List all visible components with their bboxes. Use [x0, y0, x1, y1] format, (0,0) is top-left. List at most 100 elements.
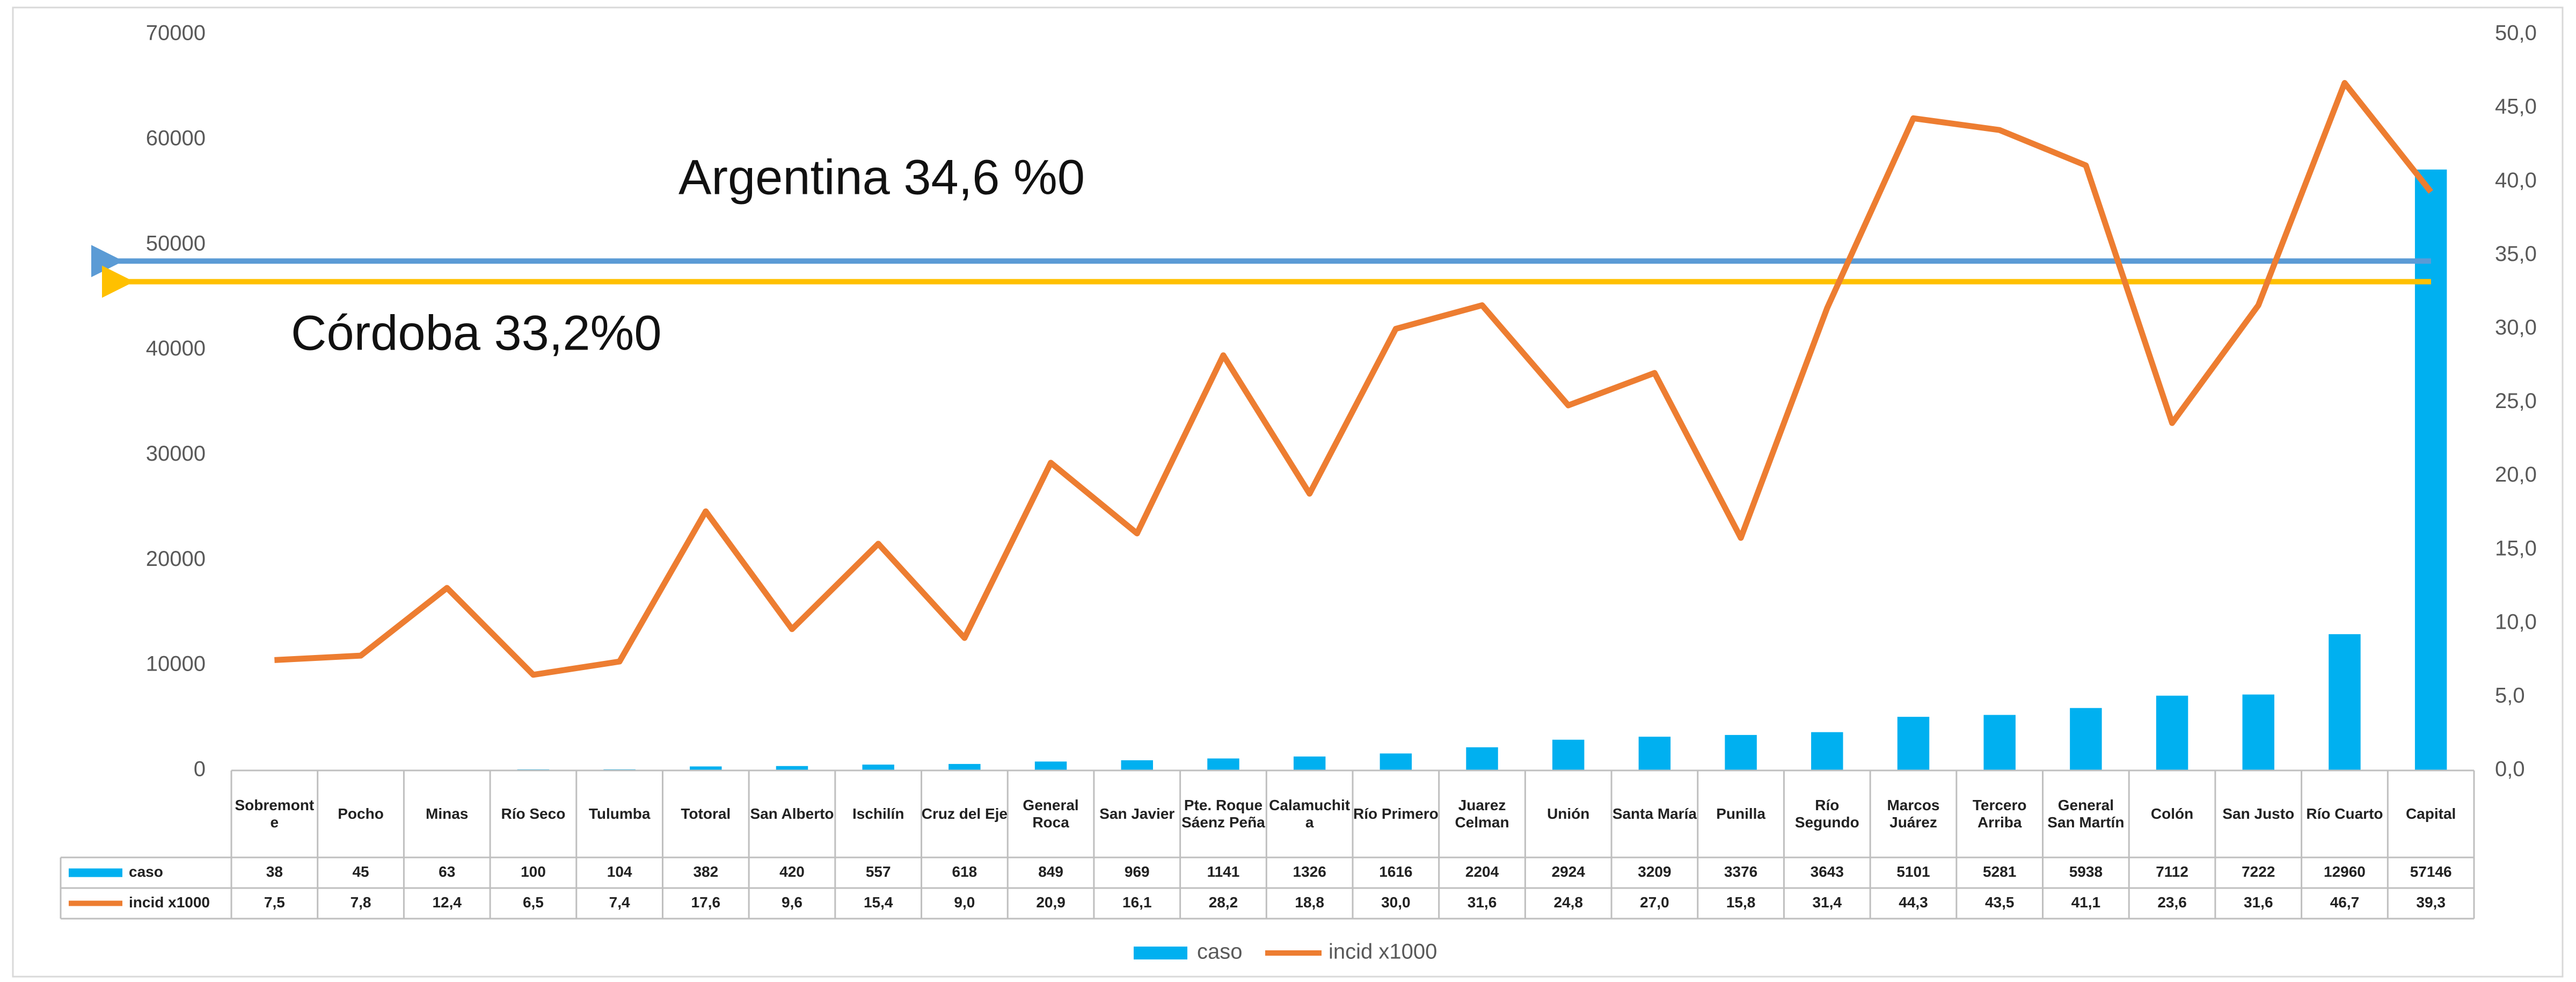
bar [1207, 758, 1239, 770]
category-cell: Río Segundo [1794, 796, 1859, 831]
category-cell: Ischilín [852, 805, 904, 822]
category-label: Unión [1547, 805, 1590, 822]
category-cell: General San Martín [2047, 796, 2125, 831]
category-label: Tulumba [588, 805, 651, 822]
category-label: Pte. Roque Sáenz Peña [1181, 796, 1265, 831]
category-cell: Juarez Celman [1455, 796, 1509, 831]
table-value: 38 [266, 863, 283, 880]
category-label: Río Cuarto [2306, 805, 2383, 822]
table-value: 2924 [1552, 863, 1586, 880]
category-label: Sobremonte [235, 796, 315, 831]
y2-tick-label: 20,0 [2495, 463, 2537, 486]
category-cell: Río Cuarto [2306, 805, 2383, 822]
category-label: Río Primero [1353, 805, 1439, 822]
table-value: 18,8 [1295, 894, 1324, 911]
category-label: Colón [2150, 805, 2194, 822]
table-value: 7222 [2242, 863, 2275, 880]
category-label: General San Martín [2047, 796, 2125, 831]
table-value: 45 [352, 863, 369, 880]
table-value: 23,6 [2157, 894, 2187, 911]
annotation: Argentina 34,6 %0 [678, 150, 1085, 205]
category-label: Totoral [681, 805, 731, 822]
bar [690, 766, 722, 770]
category-cell: Minas [426, 805, 468, 822]
y2-tick-label: 10,0 [2495, 610, 2537, 634]
table-value: 420 [779, 863, 805, 880]
category-label: Punilla [1716, 805, 1765, 822]
y2-tick-label: 25,0 [2495, 389, 2537, 413]
category-label: San Justo [2222, 805, 2295, 822]
y-tick-label: 60000 [146, 126, 206, 150]
table-value: 969 [1125, 863, 1150, 880]
category-cell: Cruz del Eje [921, 805, 1008, 822]
table-value: 7112 [2156, 863, 2188, 880]
category-label: Juarez Celman [1455, 796, 1509, 831]
table-value: 63 [439, 863, 455, 880]
bar [1638, 737, 1671, 770]
bar [862, 765, 894, 770]
table-value: 15,4 [864, 894, 893, 911]
category-label: Marcos Juárez [1887, 796, 1940, 831]
y2-tick-label: 30,0 [2495, 316, 2537, 339]
category-label: Tercero Arriba [1972, 796, 2027, 831]
category-label: San Alberto [750, 805, 834, 822]
category-label: General Roca [1023, 796, 1079, 831]
chart-frame [12, 6, 2564, 978]
table-value: 28,2 [1209, 894, 1238, 911]
table-value: 57146 [2410, 863, 2452, 880]
line-series [274, 79, 2433, 678]
category-label: Ischilín [852, 805, 904, 822]
y2-tick-label: 0,0 [2495, 758, 2525, 781]
legend-key [1134, 947, 1187, 959]
y2-tick-label: 50,0 [2495, 21, 2537, 45]
y-tick-label: 20000 [146, 547, 206, 571]
category-cell: Río Seco [501, 805, 566, 822]
table-value: 5938 [2069, 863, 2103, 880]
bar [1983, 715, 2016, 770]
row-label: caso [129, 863, 163, 880]
y2-tick-label: 40,0 [2495, 169, 2537, 192]
y-tick-label: 0 [194, 758, 206, 781]
bar [776, 766, 808, 770]
table-value: 41,1 [2071, 894, 2101, 911]
table-value: 16,1 [1122, 894, 1152, 911]
bar [1293, 756, 1326, 770]
table-value: 27,0 [1640, 894, 1669, 911]
category-label: Río Segundo [1794, 796, 1859, 831]
table-value: 3209 [1638, 863, 1671, 880]
bar [1897, 717, 1930, 770]
table-value: 100 [521, 863, 546, 880]
row-label: incid x1000 [129, 894, 210, 911]
table-value: 31,6 [1468, 894, 1497, 911]
table-value: 5281 [1983, 863, 2016, 880]
table-value: 1141 [1207, 863, 1240, 880]
table-value: 43,5 [1985, 894, 2015, 911]
bar [948, 763, 981, 770]
bar [2414, 169, 2447, 770]
y-tick-label: 50000 [146, 231, 206, 255]
category-cell: San Alberto [750, 805, 834, 822]
y-tick-label: 70000 [146, 21, 206, 45]
table-value: 2204 [1465, 863, 1499, 880]
table-value: 3643 [1811, 863, 1844, 880]
category-cell: General Roca [1023, 796, 1079, 831]
category-label: Río Seco [501, 805, 566, 822]
table-value: 44,3 [1899, 894, 1928, 911]
table-value: 30,0 [1381, 894, 1411, 911]
category-label: Cruz del Eje [921, 805, 1008, 822]
table-value: 17,6 [691, 894, 721, 911]
category-label: Capital [2405, 805, 2456, 822]
table-value: 15,8 [1726, 894, 1756, 911]
bar [2156, 695, 2188, 770]
table-value: 39,3 [2416, 894, 2446, 911]
table-value: 7,8 [351, 894, 371, 911]
table-value: 12,4 [432, 894, 462, 911]
legend-label: caso [1197, 940, 1243, 964]
category-cell: Punilla [1716, 805, 1765, 822]
table-value: 6,5 [523, 894, 544, 911]
table-value: 557 [866, 863, 891, 880]
bar [1380, 753, 1412, 770]
table-value: 12960 [2324, 863, 2366, 880]
y-tick-label: 40000 [146, 337, 206, 360]
